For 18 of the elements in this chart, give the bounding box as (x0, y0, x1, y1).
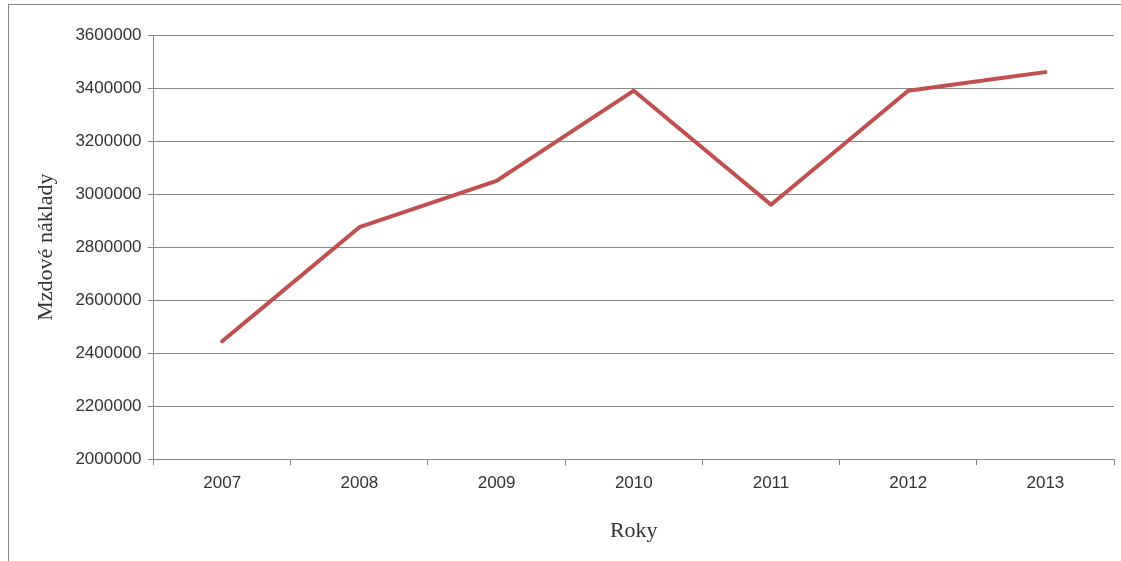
x-tick-label: 2007 (203, 473, 242, 493)
x-tick-label: 2009 (477, 473, 516, 493)
y-tick-label: 2200000 (75, 395, 142, 415)
y-tick-label: 2600000 (75, 289, 142, 309)
y-tick-label: 2800000 (75, 236, 142, 256)
y-tick-label: 3200000 (75, 130, 142, 150)
y-tick-label: 2000000 (75, 448, 142, 468)
x-axis-title: Roky (609, 516, 658, 542)
y-tick-label: 3600000 (75, 24, 142, 44)
x-tick-label: 2011 (752, 473, 790, 493)
x-tick-label: 2013 (1026, 473, 1065, 493)
x-tick-label: 2012 (889, 473, 928, 493)
x-tick-label: 2008 (340, 473, 379, 493)
y-tick-label: 3000000 (75, 183, 142, 203)
x-tick-label: 2010 (614, 473, 653, 493)
y-tick-label: 2400000 (75, 342, 142, 362)
y-tick-label: 3400000 (75, 77, 142, 97)
y-axis-title: Mzdové náklady (31, 173, 57, 321)
